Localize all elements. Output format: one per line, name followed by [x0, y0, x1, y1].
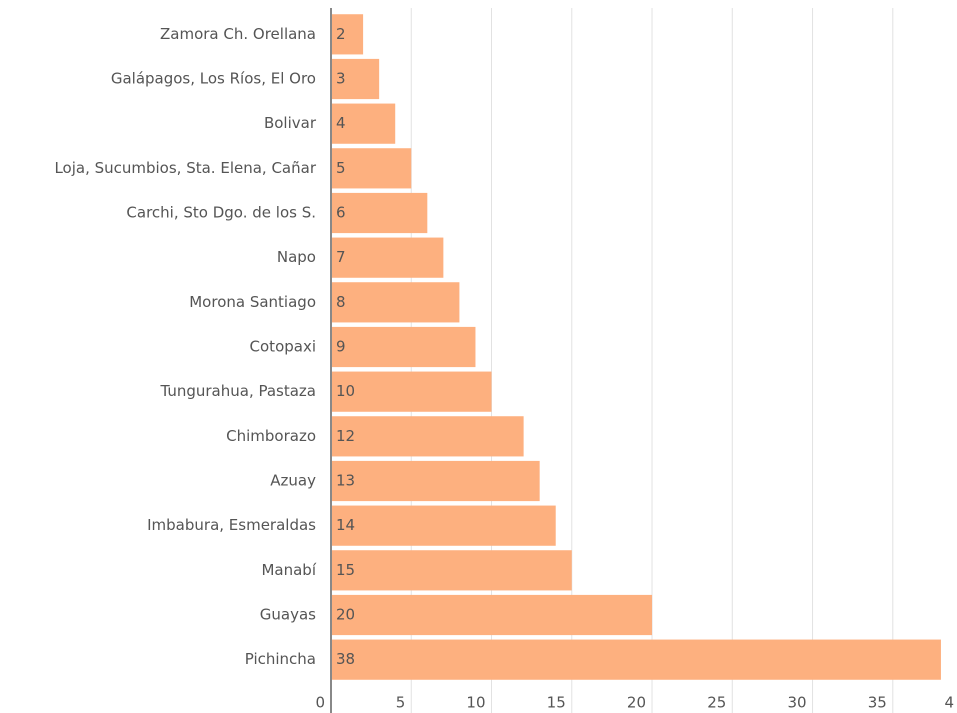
value-label: 12: [336, 427, 355, 445]
y-tick-label: Guayas: [260, 606, 316, 624]
bar: [331, 237, 444, 278]
x-tick-label: 30: [787, 694, 806, 712]
bar: [331, 505, 556, 546]
value-label: 38: [336, 650, 355, 668]
y-tick-label: Pichincha: [245, 650, 316, 668]
bar: [331, 594, 653, 636]
value-label: 5: [336, 159, 346, 177]
y-tick-label: Zamora Ch. Orellana: [160, 25, 316, 43]
bar: [331, 192, 428, 234]
bar: [331, 326, 476, 368]
value-label: 9: [336, 338, 346, 356]
value-label: 6: [336, 204, 346, 222]
x-tick-label: 20: [627, 694, 646, 712]
bar: [331, 14, 364, 55]
y-tick-label: Imbabura, Esmeraldas: [147, 516, 316, 534]
y-tick-label: Carchi, Sto Dgo. de los S.: [126, 204, 316, 222]
value-label: 14: [336, 516, 355, 534]
bar: [331, 103, 396, 144]
value-label: 4: [336, 114, 346, 132]
value-label: 10: [336, 382, 355, 400]
bar: [331, 58, 380, 100]
bar: [331, 148, 412, 189]
y-tick-label: Manabí: [261, 561, 316, 579]
y-tick-label: Napo: [277, 248, 316, 266]
y-tick-label: Chimborazo: [226, 427, 316, 445]
y-tick-label: Azuay: [270, 472, 316, 490]
y-tick-label: Bolivar: [264, 114, 317, 132]
value-label: 13: [336, 472, 355, 490]
bar: [331, 550, 572, 591]
bar: [331, 371, 492, 412]
bar: [331, 282, 460, 323]
x-tick-label: 35: [868, 694, 887, 712]
bar: [331, 416, 524, 457]
x-tick-label: 15: [547, 694, 566, 712]
value-label: 7: [336, 248, 346, 266]
bar: [331, 460, 540, 502]
value-label: 3: [336, 70, 346, 88]
y-tick-label: Tungurahua, Pastaza: [159, 382, 316, 400]
y-tick-label: Loja, Sucumbios, Sta. Elena, Cañar: [54, 159, 316, 177]
x-tick-label: 0: [315, 694, 325, 712]
x-tick-label: 10: [466, 694, 485, 712]
y-tick-label: Morona Santiago: [189, 293, 316, 311]
value-label: 8: [336, 293, 346, 311]
bar: [331, 639, 941, 680]
value-label: 15: [336, 561, 355, 579]
x-tick-label: 5: [396, 694, 406, 712]
x-tick-label: 4: [944, 694, 954, 712]
y-tick-label: Galápagos, Los Ríos, El Oro: [111, 70, 316, 88]
value-label: 20: [336, 606, 355, 624]
y-tick-label: Cotopaxi: [250, 338, 316, 356]
x-tick-label: 25: [707, 694, 726, 712]
value-label: 2: [336, 25, 346, 43]
